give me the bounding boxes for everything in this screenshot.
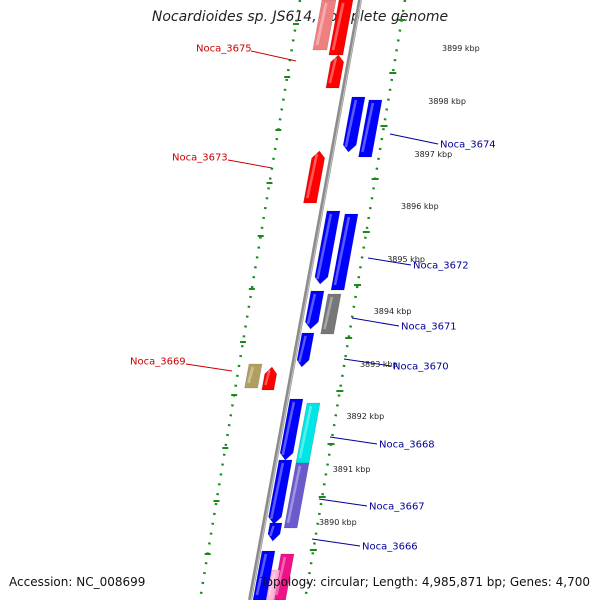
marker-dashes [204, 19, 406, 555]
tick-labels: 3899 kbp 3898 kbp 3897 kbp 3896 kbp 3895 kbp… [319, 44, 480, 527]
gene-block-noca-3674[interactable] [342, 96, 366, 153]
gene-label-noca-3667[interactable]: Noca_3667 [369, 502, 425, 513]
label-leader-line [329, 436, 378, 445]
label-leader-line [227, 159, 273, 169]
label-leader-line [185, 363, 233, 372]
gene-shine [315, 2, 328, 46]
dotted-track [303, 0, 407, 600]
gene-label-noca-3666[interactable]: Noca_3666 [362, 542, 418, 553]
gene-block-noca-3672[interactable] [330, 213, 359, 291]
dotted-track [198, 0, 302, 600]
gene-block-blue-5[interactable] [252, 550, 276, 600]
gene-shine [286, 465, 302, 524]
gene-block-blue-3[interactable] [304, 290, 325, 330]
gene-block-pale[interactable] [312, 0, 337, 51]
gene-block-noca-3666[interactable] [267, 522, 283, 542]
gene-label-noca-3672[interactable]: Noca_3672 [413, 261, 469, 272]
gene-block-noca-3668[interactable] [279, 398, 304, 461]
gene-block-noca-3667[interactable] [283, 462, 310, 529]
tick-label: 3896 kbp [401, 202, 439, 211]
gene-block-blue-4[interactable] [268, 459, 293, 525]
gene-label-noca-3670[interactable]: Noca_3670 [393, 362, 449, 373]
accession-text: Accession: NC_008699 [9, 575, 146, 589]
gene-shine [331, 2, 345, 51]
tick-label: 3899 kbp [442, 44, 480, 53]
gene-block-noca-3670[interactable] [296, 332, 315, 368]
gene-block-noca-3673[interactable] [303, 150, 326, 204]
label-leader-line [250, 50, 297, 62]
gene-shine [264, 369, 271, 386]
gene-shine [328, 57, 338, 84]
gene-label-noca-3668[interactable]: Noca_3668 [379, 440, 435, 451]
gene-shine [269, 525, 275, 537]
marker-tracks [198, 0, 407, 600]
gene-shine [361, 102, 375, 153]
tick-label: 3895 kbp [387, 255, 425, 264]
tick-label: 3893 kbp [360, 360, 398, 369]
gene-block-noca-3669[interactable] [261, 366, 278, 391]
gene-shine [269, 462, 285, 520]
genome-backbone [248, 0, 362, 600]
gene-shine [344, 99, 358, 148]
tick-label: 3891 kbp [333, 465, 371, 474]
gene-label-noca-3673[interactable]: Noca_3673 [172, 153, 228, 164]
label-leader-line [389, 133, 439, 145]
gene-block-blue[interactable] [358, 99, 383, 158]
gene-shine [281, 401, 296, 456]
label-leader-line [367, 257, 412, 266]
gene-shine [333, 216, 351, 286]
gene-block-noca-3675[interactable] [328, 0, 354, 56]
tick-label: 3890 kbp [319, 518, 357, 527]
tick-label: 3894 kbp [374, 307, 412, 316]
gene-labels[interactable]: Noca_3675 Noca_3673 Noca_3669 Noca_3674 Noca… [130, 44, 496, 553]
tick-label: 3898 kbp [428, 97, 466, 106]
gene-label-noca-3675[interactable]: Noca_3675 [196, 44, 252, 55]
gene-block-olive[interactable] [244, 363, 263, 389]
topology-text: Topology: circular; Length: 4,985,871 bp… [260, 575, 590, 589]
gene-shine [306, 153, 319, 199]
gene-block-pink[interactable] [266, 569, 281, 600]
gene-block-noca-3671[interactable] [320, 293, 342, 335]
gene-label-noca-3674[interactable]: Noca_3674 [440, 140, 496, 151]
map-title: Nocardioides sp. JS614, complete genome [151, 9, 449, 25]
label-leader-line [311, 538, 361, 547]
gene-features [244, 0, 383, 600]
gene-shine [255, 553, 268, 596]
gene-shine [275, 556, 287, 596]
gene-shine [323, 296, 334, 330]
gene-shine [306, 293, 317, 325]
label-leader-line [351, 317, 400, 327]
tick-label: 3892 kbp [346, 412, 384, 421]
label-leaders [185, 50, 439, 547]
gene-shine [247, 366, 255, 384]
gene-shine [316, 213, 333, 280]
gene-block-blue-2[interactable] [314, 210, 341, 285]
gene-shine [298, 335, 307, 363]
gene-label-noca-3671[interactable]: Noca_3671 [401, 322, 457, 333]
tick-label: 3897 kbp [414, 150, 452, 159]
gene-block-red[interactable] [325, 54, 345, 89]
label-leader-line [318, 498, 368, 507]
gene-shine [298, 405, 313, 459]
gene-shine [268, 572, 276, 596]
gene-label-noca-3669[interactable]: Noca_3669 [130, 357, 186, 368]
label-leader-line [343, 358, 392, 367]
